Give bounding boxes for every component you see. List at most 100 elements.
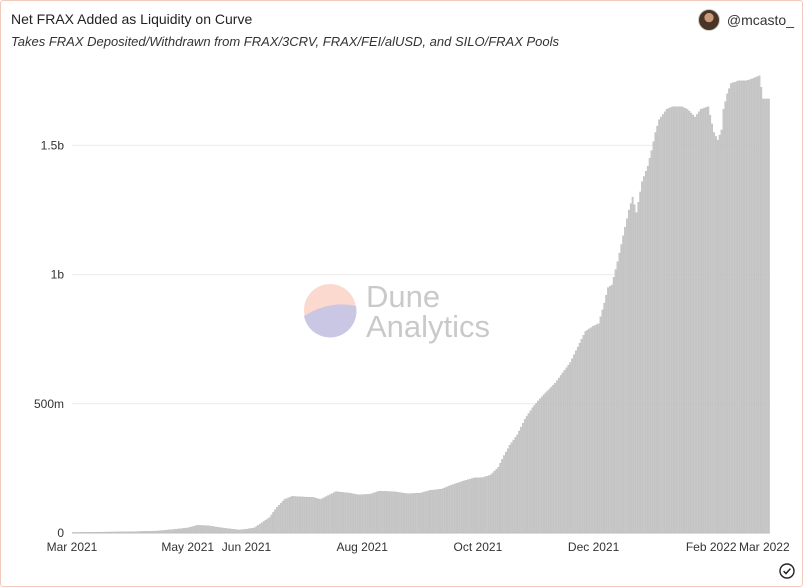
bar[interactable] — [423, 491, 426, 534]
bar[interactable] — [472, 477, 475, 534]
bar[interactable] — [334, 491, 337, 534]
bar[interactable] — [459, 481, 462, 534]
bar[interactable] — [544, 392, 547, 534]
bar[interactable] — [626, 218, 628, 534]
bar[interactable] — [177, 528, 180, 534]
bar[interactable] — [174, 529, 176, 534]
bar[interactable] — [556, 380, 558, 534]
bar[interactable] — [296, 496, 299, 534]
bar[interactable] — [225, 528, 227, 534]
bar[interactable] — [735, 81, 738, 534]
bar[interactable] — [592, 326, 594, 534]
bar[interactable] — [312, 497, 314, 534]
bar[interactable] — [327, 495, 329, 534]
user-badge[interactable]: @mcasto_ — [697, 9, 794, 31]
bar[interactable] — [452, 484, 454, 534]
bar[interactable] — [548, 388, 551, 534]
bar[interactable] — [629, 203, 632, 534]
bar[interactable] — [703, 107, 706, 534]
bar[interactable] — [737, 80, 740, 534]
bar[interactable] — [179, 528, 182, 534]
bar[interactable] — [313, 497, 316, 534]
bar[interactable] — [289, 496, 292, 534]
bar[interactable] — [699, 109, 702, 534]
bar[interactable] — [461, 481, 464, 534]
bar[interactable] — [228, 528, 231, 534]
bar[interactable] — [501, 459, 503, 534]
bar[interactable] — [747, 80, 749, 534]
bar[interactable] — [489, 474, 492, 534]
bar[interactable] — [247, 528, 250, 534]
bar[interactable] — [457, 482, 460, 534]
bar[interactable] — [194, 525, 197, 534]
bar[interactable] — [518, 430, 521, 534]
bar[interactable] — [209, 525, 212, 534]
bar[interactable] — [408, 493, 411, 534]
bar[interactable] — [266, 518, 269, 534]
bar[interactable] — [476, 477, 479, 534]
bar[interactable] — [559, 375, 562, 534]
bar[interactable] — [329, 494, 331, 534]
bar[interactable] — [593, 325, 596, 534]
bar[interactable] — [376, 491, 379, 534]
bar[interactable] — [643, 176, 645, 534]
bar[interactable] — [255, 526, 258, 534]
bar[interactable] — [395, 491, 398, 534]
bar[interactable] — [569, 362, 572, 534]
bar[interactable] — [200, 525, 203, 534]
bar[interactable] — [383, 491, 386, 534]
bar[interactable] — [467, 479, 469, 534]
bar[interactable] — [663, 111, 666, 534]
bar[interactable] — [586, 330, 589, 534]
bar[interactable] — [361, 494, 364, 534]
bar[interactable] — [565, 367, 568, 534]
bar[interactable] — [418, 492, 420, 534]
bar[interactable] — [542, 394, 545, 534]
bar[interactable] — [503, 455, 505, 534]
bar[interactable] — [259, 523, 261, 534]
bar[interactable] — [175, 528, 178, 534]
bar[interactable] — [380, 491, 382, 534]
bar[interactable] — [760, 87, 763, 534]
bar[interactable] — [716, 140, 719, 534]
bar[interactable] — [281, 501, 284, 534]
bar[interactable] — [486, 476, 488, 534]
bar[interactable] — [726, 93, 729, 534]
bar[interactable] — [552, 384, 555, 534]
bar[interactable] — [739, 80, 742, 534]
bar[interactable] — [342, 492, 345, 534]
bar[interactable] — [363, 494, 365, 534]
bar[interactable] — [438, 489, 441, 534]
bar[interactable] — [523, 419, 526, 534]
bar[interactable] — [253, 527, 256, 534]
bar[interactable] — [684, 108, 687, 534]
bar[interactable] — [332, 492, 335, 534]
bar[interactable] — [766, 98, 768, 534]
bar[interactable] — [338, 491, 341, 534]
bar[interactable] — [646, 165, 649, 534]
bar[interactable] — [724, 101, 727, 534]
bar[interactable] — [399, 492, 401, 534]
bar[interactable] — [393, 491, 396, 534]
bar[interactable] — [416, 493, 418, 534]
bar[interactable] — [300, 496, 303, 534]
bar[interactable] — [658, 119, 660, 534]
bar[interactable] — [463, 480, 466, 534]
bar[interactable] — [610, 284, 613, 534]
bar[interactable] — [323, 497, 326, 534]
bar[interactable] — [692, 114, 695, 534]
bar[interactable] — [677, 106, 679, 534]
bar[interactable] — [232, 529, 235, 534]
bar[interactable] — [597, 323, 600, 534]
bar[interactable] — [512, 439, 515, 534]
bar[interactable] — [346, 492, 348, 534]
bar[interactable] — [514, 437, 517, 534]
bar[interactable] — [601, 309, 604, 534]
bar[interactable] — [639, 191, 642, 534]
bar[interactable] — [584, 331, 587, 534]
bar[interactable] — [573, 354, 575, 534]
bar[interactable] — [340, 492, 343, 534]
bar[interactable] — [650, 150, 653, 534]
bar[interactable] — [276, 507, 278, 534]
bar[interactable] — [741, 80, 744, 534]
